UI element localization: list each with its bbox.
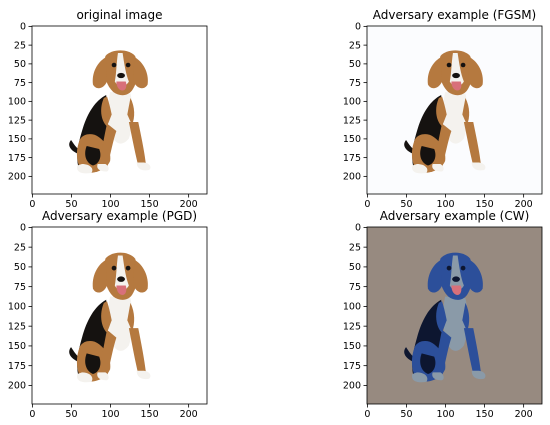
x-tick-label: 0 [364,199,370,210]
panel-title: original image [76,8,162,22]
dog-image [404,50,486,174]
y-tick-label: 100 [8,302,26,313]
x-tick-label: 150 [141,199,159,210]
x-tick-label: 150 [476,199,494,210]
dog-image [69,50,151,174]
y-tick-label: 0 [20,22,26,33]
y-tick-label: 75 [349,282,361,293]
y-tick-label: 0 [20,223,26,234]
y-tick-label: 200 [8,172,26,183]
y-tick-label: 150 [343,134,361,145]
x-tick-label: 50 [65,199,77,210]
y-tick-label: 100 [343,302,361,313]
y-tick-label: 0 [355,22,361,33]
y-tick-label: 0 [355,223,361,234]
y-tick-label: 125 [343,321,361,332]
dog-image [404,252,486,383]
y-tick-label: 150 [8,341,26,352]
x-tick-label: 100 [436,409,454,420]
panel-cw: Adversary example (CW) [343,209,543,420]
panel-original: original image [8,8,208,210]
y-tick-label: 25 [14,40,26,51]
x-tick-label: 200 [180,199,198,210]
x-tick-label: 0 [364,409,370,420]
y-tick-label: 100 [8,97,26,108]
dog-image [69,252,151,383]
axes-frame [366,25,543,195]
y-tick-label: 50 [14,262,26,273]
y-tick-label: 75 [349,78,361,89]
y-tick-label: 200 [343,381,361,392]
y-tick-label: 175 [343,361,361,372]
axes-frame [366,226,543,405]
x-tick-label: 0 [29,199,35,210]
panel-fgsm: Adversary example (FGSM) [343,8,543,210]
x-tick-label: 0 [29,409,35,420]
x-tick-label: 50 [400,409,412,420]
x-tick-label: 150 [476,409,494,420]
axes-frame [31,226,208,405]
x-tick-label: 200 [180,409,198,420]
y-tick-label: 150 [343,341,361,352]
x-tick-label: 200 [515,409,533,420]
y-tick-label: 75 [14,282,26,293]
x-tick-label: 100 [436,199,454,210]
y-tick-label: 175 [343,153,361,164]
x-tick-label: 100 [101,409,119,420]
y-tick-label: 25 [349,40,361,51]
panel-pgd: Adversary example (PGD) [8,209,208,420]
y-tick-label: 125 [343,115,361,126]
x-tick-label: 150 [141,409,159,420]
y-tick-label: 200 [343,172,361,183]
y-tick-label: 50 [14,59,26,70]
y-tick-label: 50 [349,262,361,273]
x-tick-label: 100 [101,199,119,210]
panel-title: Adversary example (FGSM) [373,8,537,22]
y-tick-label: 50 [349,59,361,70]
panel-title: Adversary example (CW) [380,209,530,223]
x-tick-label: 50 [400,199,412,210]
panel-title: Adversary example (PGD) [42,209,197,223]
y-tick-label: 25 [349,242,361,253]
y-tick-label: 175 [8,153,26,164]
axes-frame [31,25,208,195]
y-tick-label: 100 [343,97,361,108]
y-tick-label: 75 [14,78,26,89]
x-tick-label: 200 [515,199,533,210]
y-tick-label: 25 [14,242,26,253]
y-tick-label: 125 [8,115,26,126]
y-tick-label: 150 [8,134,26,145]
y-tick-label: 200 [8,381,26,392]
x-tick-label: 50 [65,409,77,420]
y-tick-label: 175 [8,361,26,372]
y-tick-label: 125 [8,321,26,332]
